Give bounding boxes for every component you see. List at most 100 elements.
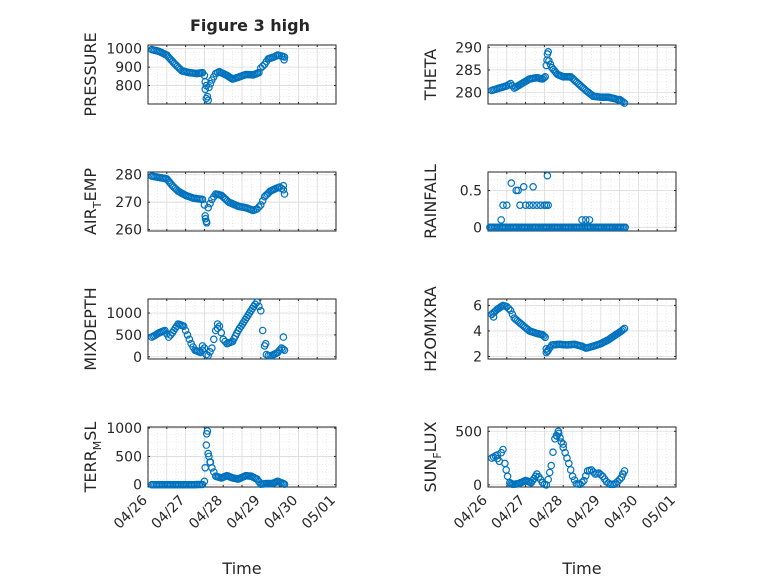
data-point bbox=[587, 466, 596, 474]
subplot-h2omixra: 2 4 6 H2OMIXRA bbox=[421, 286, 677, 372]
data-point bbox=[217, 328, 226, 337]
y-tick-label: 800 bbox=[115, 79, 142, 95]
data-point bbox=[201, 212, 210, 220]
series-markers bbox=[487, 427, 629, 489]
y-axis-label: MIXDEPTH bbox=[81, 287, 100, 370]
data-point bbox=[183, 331, 192, 339]
y-axis-label: TERRMSL bbox=[81, 422, 104, 494]
y-axis-label: SUNFLUX bbox=[421, 421, 444, 492]
data-point bbox=[279, 186, 288, 194]
data-point bbox=[618, 470, 627, 478]
data-point bbox=[208, 344, 216, 352]
data-point bbox=[581, 471, 590, 480]
data-point bbox=[205, 83, 213, 92]
data-point bbox=[621, 223, 630, 232]
data-point bbox=[521, 201, 530, 210]
data-point bbox=[206, 347, 214, 356]
data-point bbox=[613, 477, 622, 486]
data-point bbox=[580, 476, 588, 485]
y-tick-label: 0.5 bbox=[460, 183, 482, 199]
data-point bbox=[204, 96, 213, 105]
data-point bbox=[219, 335, 228, 344]
data-point bbox=[543, 171, 552, 180]
series-markers bbox=[486, 171, 630, 232]
y-tick-label: 1000 bbox=[106, 42, 142, 58]
data-point bbox=[201, 85, 210, 94]
data-point bbox=[202, 94, 211, 103]
subplot-theta: 280 285 290 THETA bbox=[421, 40, 677, 107]
x-axis-label: Time bbox=[221, 559, 261, 578]
y-tick-label: 900 bbox=[115, 60, 142, 76]
data-point bbox=[202, 441, 211, 449]
data-point bbox=[516, 201, 524, 210]
y-label-part: LUX bbox=[421, 421, 440, 452]
series-markers bbox=[148, 298, 289, 360]
data-point bbox=[280, 53, 289, 61]
data-point bbox=[559, 440, 568, 448]
y-label-part: EMP bbox=[81, 168, 100, 202]
y-tick-label: 285 bbox=[455, 63, 482, 79]
y-label-part: AIR bbox=[81, 208, 100, 235]
data-point bbox=[280, 190, 289, 198]
data-point bbox=[533, 201, 541, 210]
series-markers bbox=[148, 427, 289, 489]
data-point bbox=[547, 461, 556, 470]
y-label-part: SL bbox=[81, 422, 100, 441]
y-axis-label: AIRTEMP bbox=[81, 168, 104, 235]
y-tick-label: 4 bbox=[473, 324, 482, 340]
data-point bbox=[253, 298, 261, 306]
data-point bbox=[489, 313, 498, 321]
data-point bbox=[529, 201, 537, 210]
subplot-air-temp: 260 270 280 AIRTEMP bbox=[81, 168, 337, 239]
y-axis-label: PRESSURE bbox=[81, 32, 100, 116]
data-point bbox=[255, 68, 263, 77]
data-point bbox=[519, 183, 528, 191]
data-point bbox=[502, 201, 511, 210]
data-point bbox=[554, 427, 563, 436]
data-point bbox=[564, 459, 573, 468]
y-tick-label: 500 bbox=[115, 449, 142, 465]
data-point bbox=[542, 348, 551, 357]
data-point bbox=[253, 205, 261, 213]
series-markers bbox=[487, 301, 629, 357]
data-point bbox=[529, 183, 537, 191]
data-point bbox=[589, 468, 598, 476]
data-point bbox=[256, 201, 265, 209]
data-point bbox=[258, 326, 267, 335]
y-tick-label: 280 bbox=[115, 168, 142, 184]
data-point bbox=[279, 181, 288, 190]
data-point bbox=[204, 449, 213, 458]
data-point bbox=[206, 79, 215, 88]
y-label-part: TERR bbox=[81, 450, 100, 493]
data-point bbox=[273, 348, 282, 357]
data-point bbox=[539, 332, 548, 340]
data-point bbox=[620, 99, 629, 107]
x-axis-label: Time bbox=[561, 559, 601, 578]
data-point bbox=[578, 216, 586, 224]
data-point bbox=[615, 95, 624, 104]
data-point bbox=[506, 306, 515, 315]
data-point bbox=[227, 74, 236, 83]
y-tick-label: 0 bbox=[473, 220, 482, 236]
data-point bbox=[255, 203, 263, 211]
data-point bbox=[179, 322, 188, 331]
data-point bbox=[508, 310, 517, 319]
data-point bbox=[541, 333, 550, 342]
data-point bbox=[506, 79, 515, 88]
data-point bbox=[570, 476, 579, 484]
data-point bbox=[279, 333, 288, 341]
data-point bbox=[620, 324, 629, 333]
y-tick-label: 2 bbox=[473, 349, 482, 365]
y-axis-label: RAINFALL bbox=[421, 164, 440, 239]
data-point bbox=[503, 472, 512, 481]
y-tick-label: 1000 bbox=[106, 421, 142, 437]
data-point bbox=[596, 470, 605, 479]
y-tick-label: 280 bbox=[455, 86, 482, 102]
y-tick-label: 0 bbox=[133, 350, 142, 366]
series-markers bbox=[487, 47, 629, 107]
data-point bbox=[514, 186, 522, 195]
data-point bbox=[581, 216, 590, 224]
y-label-subscript: M bbox=[91, 441, 104, 451]
